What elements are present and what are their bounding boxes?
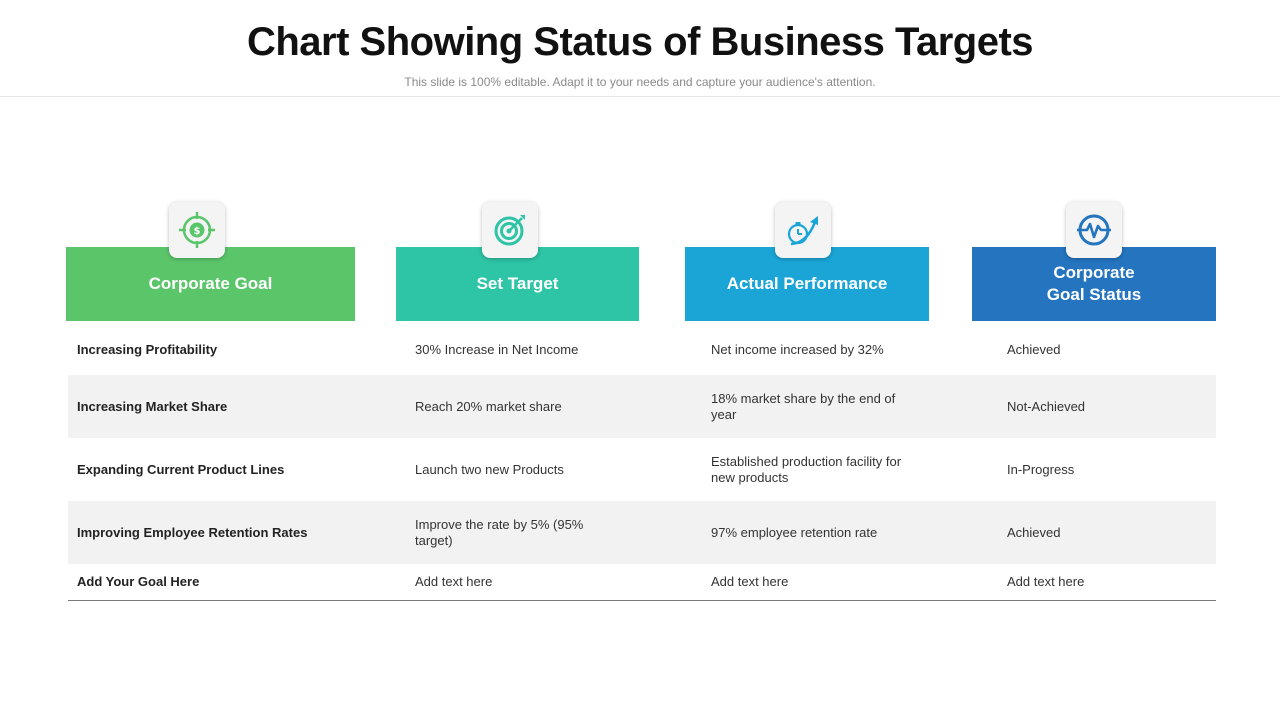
cell-status: Not-Achieved [1007, 398, 1086, 414]
cell-status: In-Progress [1007, 461, 1075, 477]
header-label: Actual Performance [726, 274, 888, 293]
header-divider [0, 96, 1280, 97]
cell-status: Achieved [1007, 524, 1061, 540]
cell-performance: Net income increased by 32% [711, 341, 884, 357]
cell-goal: Improving Employee Retention Rates [77, 524, 308, 540]
table-row: Improving Employee Retention Rates Improv… [68, 501, 1216, 564]
cell-status: Achieved [1007, 341, 1061, 357]
cell-goal: Add Your Goal Here [77, 574, 200, 589]
cell-target: Launch two new Products [415, 461, 564, 477]
table-row: Expanding Current Product Lines Launch tw… [68, 438, 1216, 501]
table-row: Add Your Goal Here Add text here Add text … [68, 564, 1216, 600]
cell-performance: Established production facility for new … [711, 453, 902, 485]
header-corporate-goal: Corporate Goal [66, 247, 355, 321]
slide-subtitle: This slide is 100% editable. Adapt it to… [404, 75, 876, 89]
cell-target: 30% Increase in Net Income [415, 341, 579, 357]
header-goal-status: Corporate Goal Status [972, 247, 1216, 321]
header-label: Corporate Goal [148, 274, 273, 293]
table-row: Increasing Profitability 30% Increase in … [68, 324, 1216, 375]
dartboard-icon [482, 202, 538, 258]
header-set-target: Set Target [396, 247, 639, 321]
cell-performance: 97% employee retention rate [711, 524, 878, 540]
cell-performance: 18% market share by the end of year [711, 390, 896, 422]
header-label: Set Target [476, 274, 559, 293]
cell-target: Improve the rate by 5% (95% target) [415, 516, 584, 548]
cell-goal: Expanding Current Product Lines [77, 461, 285, 477]
svg-text:$: $ [194, 226, 201, 237]
table-bottom-border [68, 600, 1216, 601]
header-actual-performance: Actual Performance [685, 247, 929, 321]
cell-target: Add text here [415, 574, 493, 589]
cell-goal: Increasing Profitability [77, 341, 218, 357]
header-label: Corporate Goal Status [1046, 263, 1142, 304]
cell-status: Add text here [1007, 574, 1085, 589]
slide-title: Chart Showing Status of Business Targets [246, 20, 1034, 64]
cell-target: Reach 20% market share [415, 398, 562, 414]
cell-goal: Increasing Market Share [77, 398, 228, 414]
stopwatch-growth-icon [775, 202, 831, 258]
cell-performance: Add text here [711, 574, 789, 589]
target-dollar-icon: $ [169, 202, 225, 258]
heartbeat-circle-icon [1066, 202, 1122, 258]
table-row: Increasing Market Share Reach 20% market … [68, 375, 1216, 438]
